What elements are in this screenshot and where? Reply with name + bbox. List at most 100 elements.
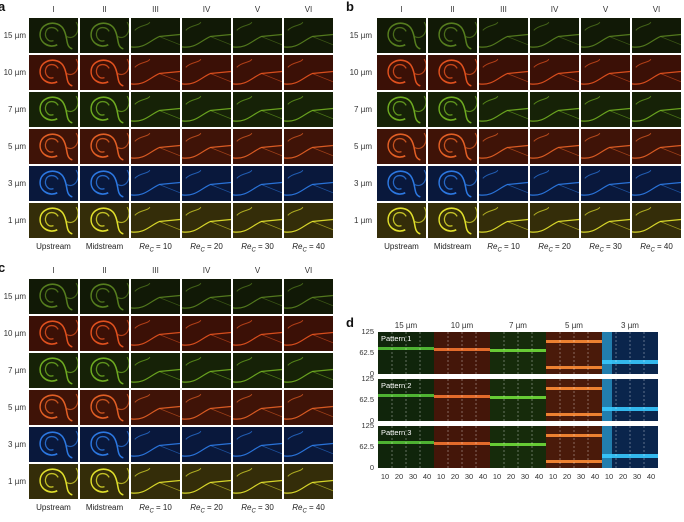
row-label: 5 µm — [8, 402, 26, 412]
micrograph-cell — [283, 165, 334, 202]
column-footer: Upstream — [36, 503, 71, 512]
row-label: 1 µm — [354, 215, 372, 225]
micrograph-image — [80, 390, 129, 425]
micrograph-image — [233, 129, 282, 164]
micrograph-image — [377, 92, 426, 127]
micrograph-cell — [28, 165, 79, 202]
micrograph-image — [29, 18, 78, 53]
pattern-label: Pattern 3 — [381, 428, 412, 437]
micrograph-cell — [181, 315, 232, 352]
micrograph-image — [581, 166, 630, 201]
row-label: 3 µm — [354, 178, 372, 188]
distribution-strip — [546, 379, 602, 421]
micrograph-cell — [232, 278, 283, 315]
reynolds-subscript: C — [251, 247, 256, 254]
micrograph-cell — [529, 202, 580, 239]
micrograph-cell — [580, 17, 631, 54]
micrograph-cell — [631, 165, 682, 202]
distribution-strip — [602, 426, 658, 468]
distribution-strip — [602, 379, 658, 421]
distribution-strip — [434, 379, 490, 421]
micrograph-cell — [79, 17, 130, 54]
x-tick-label: 30 — [408, 472, 418, 481]
micrograph-image — [233, 353, 282, 388]
micrograph-image — [632, 166, 681, 201]
x-tick-label: 10 — [492, 472, 502, 481]
distribution-strip — [434, 332, 490, 374]
column-header: I — [52, 266, 55, 275]
y-tick-label: 62.5 — [359, 348, 374, 357]
micrograph-image — [182, 203, 231, 238]
x-tick-label: 30 — [632, 472, 642, 481]
column-header: VI — [304, 5, 313, 14]
strip-image — [378, 379, 434, 421]
size-header: 10 µm — [450, 321, 474, 330]
reynolds-subscript: C — [149, 508, 154, 515]
column-footer: Upstream — [384, 242, 419, 251]
micrograph-cell — [232, 202, 283, 239]
micrograph-cell — [232, 91, 283, 128]
column-header: IV — [202, 5, 211, 14]
micrograph-image — [377, 129, 426, 164]
micrograph-cell — [232, 463, 283, 500]
micrograph-cell — [232, 54, 283, 91]
panel-label-a: a — [0, 0, 6, 14]
micrograph-cell — [529, 91, 580, 128]
micrograph-image — [182, 390, 231, 425]
strip-image — [546, 379, 602, 421]
x-tick-label: 30 — [576, 472, 586, 481]
x-tick-label: 10 — [380, 472, 390, 481]
micrograph-cell — [283, 315, 334, 352]
row-label: 3 µm — [8, 178, 26, 188]
micrograph-image — [377, 55, 426, 90]
micrograph-image — [131, 464, 180, 499]
row-label: 5 µm — [354, 141, 372, 151]
row-label: 15 µm — [349, 30, 372, 40]
column-header: III — [500, 5, 507, 14]
x-tick-label: 20 — [562, 472, 572, 481]
micrograph-image — [428, 166, 477, 201]
micrograph-image — [530, 129, 579, 164]
reynolds-value: = 10 — [153, 503, 172, 512]
micrograph-cell — [376, 128, 427, 165]
micrograph-image — [428, 129, 477, 164]
micrograph-cell — [130, 315, 181, 352]
reynolds-symbol: Re — [241, 242, 252, 251]
micrograph-cell — [283, 202, 334, 239]
micrograph-cell — [580, 165, 631, 202]
reynolds-value: = 20 — [552, 242, 571, 251]
distribution-strip — [434, 426, 490, 468]
micrograph-cell — [181, 426, 232, 463]
row-label: 7 µm — [8, 365, 26, 375]
micrograph-image — [182, 166, 231, 201]
distribution-strip — [602, 332, 658, 374]
micrograph-image — [377, 203, 426, 238]
strip-image — [602, 379, 658, 421]
column-footer: ReC = 40 — [281, 242, 337, 254]
micrograph-image — [80, 203, 129, 238]
reynolds-value: = 20 — [204, 242, 223, 251]
micrograph-cell — [478, 17, 529, 54]
micrograph-cell — [232, 17, 283, 54]
column-header: V — [254, 5, 261, 14]
x-tick-label: 20 — [394, 472, 404, 481]
size-header: 3 µm — [621, 321, 639, 330]
distribution-strip — [378, 379, 434, 421]
reynolds-symbol: Re — [640, 242, 651, 251]
row-label: 15 µm — [3, 291, 26, 301]
micrograph-cell — [79, 389, 130, 426]
micrograph-image — [581, 18, 630, 53]
micrograph-image — [182, 129, 231, 164]
micrograph-image — [233, 464, 282, 499]
column-footer: ReC = 30 — [230, 503, 286, 515]
strip-image — [490, 379, 546, 421]
micrograph-cell — [181, 389, 232, 426]
micrograph-image — [233, 166, 282, 201]
micrograph-cell — [283, 128, 334, 165]
row-label: 7 µm — [8, 104, 26, 114]
pattern-label: Pattern 1 — [381, 334, 412, 343]
micrograph-image — [131, 279, 180, 314]
micrograph-image — [131, 390, 180, 425]
micrograph-image — [80, 279, 129, 314]
column-header: I — [52, 5, 55, 14]
